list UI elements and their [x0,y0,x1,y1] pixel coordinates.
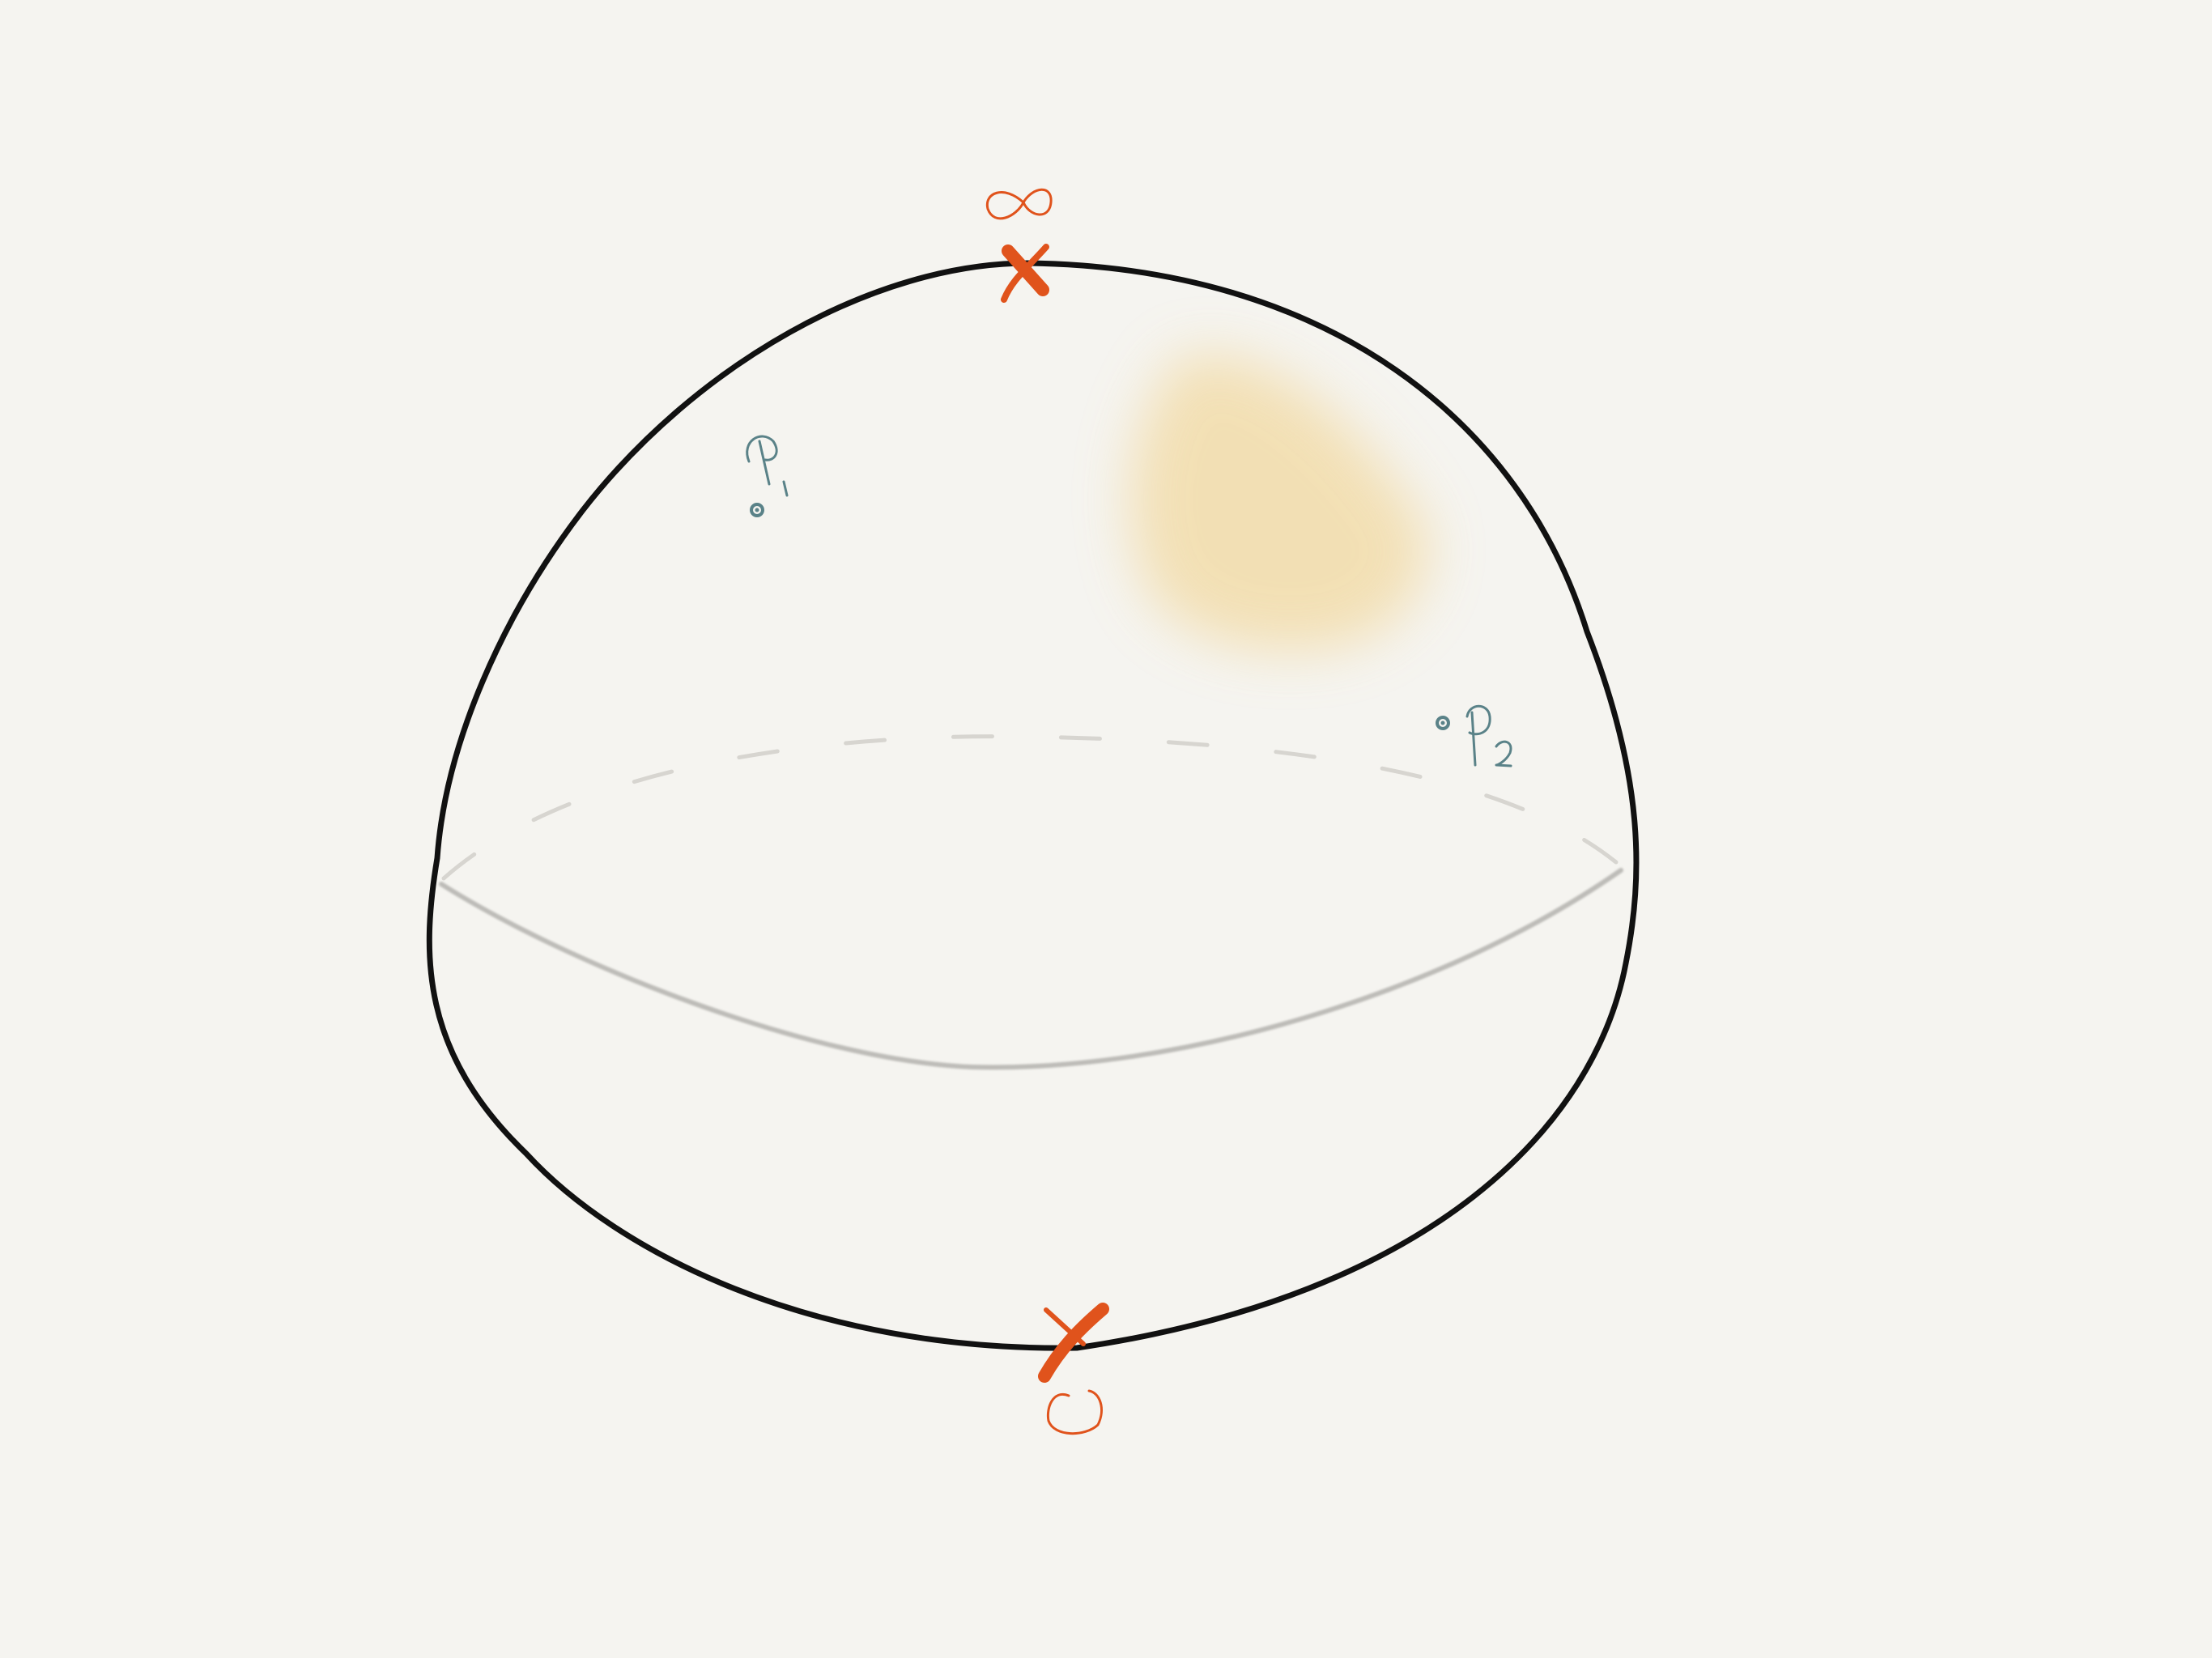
north-pole-marker: ∞ [985,188,1053,303]
point-p2-dot [1436,716,1450,730]
point-p1: P1 [746,435,789,517]
zero-glyph [1046,1389,1103,1435]
point-p1-subscript [782,480,789,497]
point-p2-subscript [1495,740,1512,767]
equator-front [439,868,1623,1070]
south-pole-marker: 0 [1038,1303,1109,1435]
point-p2: P2 [1436,704,1512,767]
point-p1-letter [746,435,778,486]
point-p2-label: P2 [1482,736,1483,738]
highlight-region [1130,354,1428,651]
x-mark-icon [1001,244,1049,303]
x-mark-icon [1038,1303,1109,1383]
sphere-outline [426,260,1640,1351]
infinity-glyph [985,188,1053,220]
point-p2-letter [1465,704,1491,767]
point-p1-dot [750,503,764,517]
equator-back [441,734,1623,881]
